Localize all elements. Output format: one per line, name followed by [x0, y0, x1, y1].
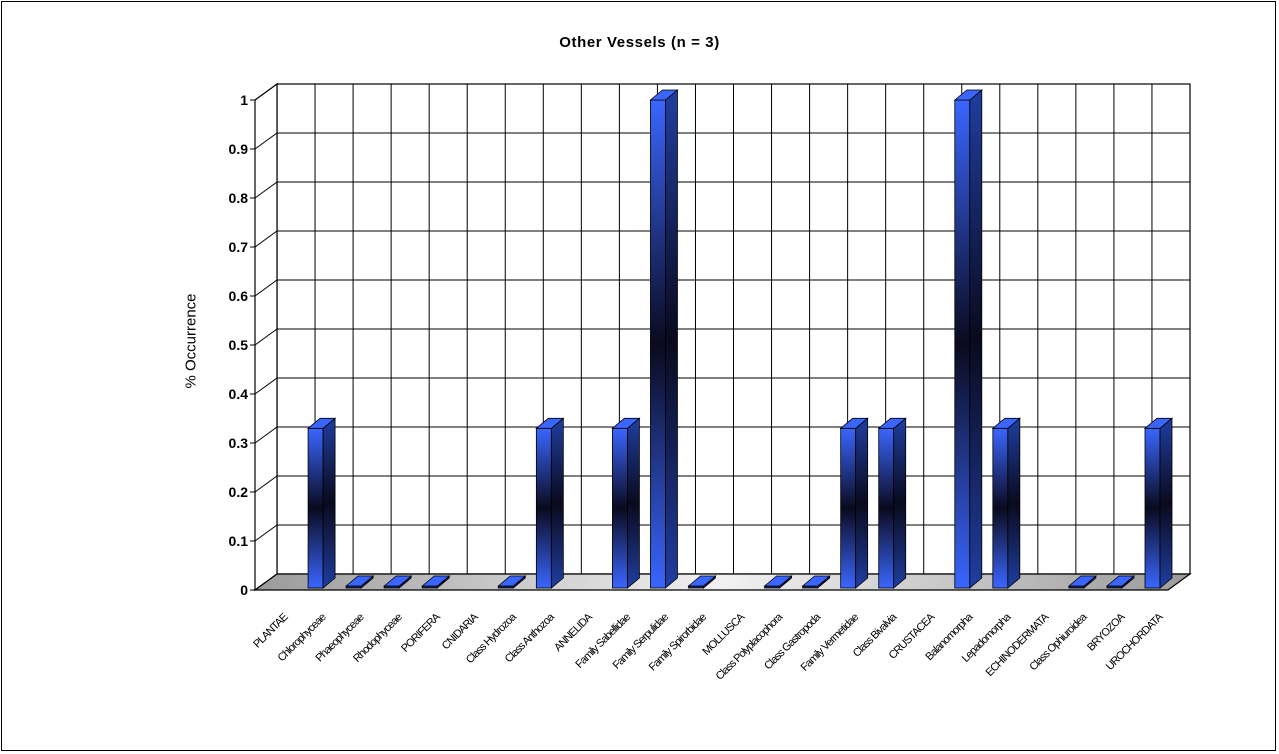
- bar-top: [345, 575, 375, 587]
- bar: [535, 417, 565, 589]
- bar-front: [612, 427, 628, 589]
- bar-top: [497, 575, 527, 587]
- x-tick-label: Class Polyplacophora: [714, 610, 786, 682]
- y-tick-label: 0.7: [229, 239, 249, 255]
- bar-side: [550, 417, 564, 589]
- bar-side: [969, 89, 983, 589]
- bar: [839, 417, 869, 589]
- bar-top: [649, 89, 679, 101]
- y-tick-label: 1: [240, 92, 248, 108]
- bar-top: [839, 417, 869, 429]
- bar-top: [801, 575, 831, 587]
- bar-side: [322, 417, 336, 589]
- bar-side: [893, 417, 907, 589]
- bar: [953, 89, 983, 589]
- bar: [383, 575, 413, 589]
- bars: [306, 89, 1174, 589]
- bar: [991, 417, 1021, 589]
- y-tick-label: 0.5: [229, 337, 249, 353]
- bar-top: [1143, 417, 1174, 429]
- bar-top: [877, 417, 907, 429]
- bar-top: [763, 575, 793, 587]
- bar-top: [953, 89, 983, 101]
- bar-side: [855, 417, 869, 589]
- bar-front: [1144, 427, 1161, 589]
- x-tick-label: PORIFERA: [399, 611, 443, 655]
- bar: [345, 575, 375, 589]
- bar: [687, 575, 717, 589]
- y-tick-label: 0: [240, 582, 248, 598]
- y-tick-label: 0.6: [229, 288, 249, 304]
- y-tick-label: 0.9: [229, 141, 249, 157]
- x-axis-labels: PLANTAEChlorophyceaePhaeophyceaeRhodophy…: [251, 610, 1166, 682]
- bar-top: [1067, 575, 1098, 587]
- bar-top: [535, 417, 565, 429]
- grid: [253, 82, 1192, 592]
- bar-side: [665, 89, 678, 589]
- bar: [649, 89, 679, 589]
- bar-front: [650, 99, 666, 589]
- y-tick-label: 0.1: [229, 533, 249, 549]
- bar-side: [1159, 417, 1173, 589]
- bar-side: [1007, 417, 1021, 589]
- bar-front: [992, 427, 1009, 589]
- bar: [497, 575, 527, 589]
- y-tick-label: 0.4: [229, 386, 249, 402]
- bar: [763, 575, 793, 589]
- bar: [1067, 575, 1098, 589]
- bar: [306, 417, 337, 589]
- chart-title: Other Vessels (n = 3): [559, 34, 720, 51]
- bar-front: [307, 427, 324, 589]
- bar-top: [1105, 575, 1136, 587]
- bar: [877, 417, 907, 589]
- bar-top: [687, 575, 717, 587]
- bar-front: [535, 427, 552, 589]
- y-tick-label: 0.8: [229, 190, 249, 206]
- bar-front: [954, 99, 971, 589]
- y-tick-label: 0.3: [229, 435, 249, 451]
- bar: [1143, 417, 1174, 589]
- bar: [801, 575, 831, 589]
- bar-front: [840, 427, 857, 589]
- bar-top: [611, 417, 641, 429]
- bar-top: [421, 575, 451, 587]
- bar: [1105, 575, 1136, 589]
- bar-top: [383, 575, 413, 587]
- bar-front: [878, 427, 895, 589]
- bar: [421, 575, 451, 589]
- y-axis-ticks: 0 0.1 0.2 0.3 0.4 0.5 0.6 0.7 0.8 0.9 1: [229, 92, 255, 598]
- bar-top: [991, 417, 1021, 429]
- x-tick-label: PLANTAE: [251, 611, 290, 650]
- y-tick-label: 0.2: [229, 484, 249, 500]
- bar: [611, 417, 641, 589]
- bar-top: [306, 417, 337, 429]
- bar-side: [627, 417, 640, 589]
